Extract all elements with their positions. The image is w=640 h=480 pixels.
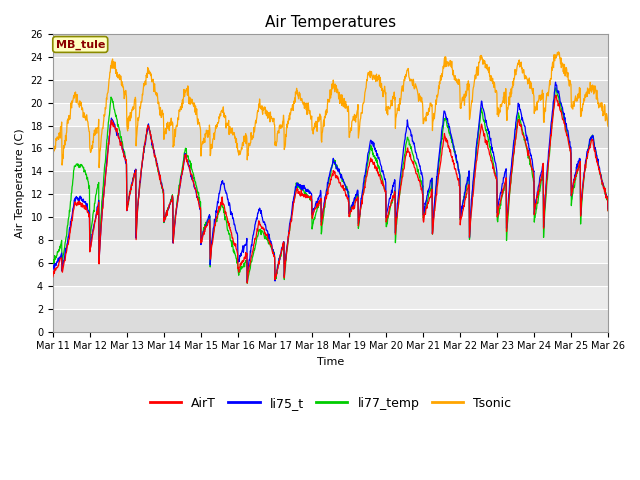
Bar <box>52 57 608 80</box>
Bar <box>52 126 608 148</box>
Bar <box>52 286 608 309</box>
Bar <box>52 240 608 263</box>
Bar <box>52 194 608 217</box>
Bar <box>52 309 608 332</box>
X-axis label: Time: Time <box>317 357 344 367</box>
Title: Air Temperatures: Air Temperatures <box>265 15 396 30</box>
Bar <box>52 80 608 103</box>
Bar <box>52 217 608 240</box>
Bar <box>52 103 608 126</box>
Bar <box>52 34 608 57</box>
Text: MB_tule: MB_tule <box>56 39 105 49</box>
Bar <box>52 263 608 286</box>
Bar <box>52 148 608 171</box>
Y-axis label: Air Temperature (C): Air Temperature (C) <box>15 128 25 238</box>
Legend: AirT, li75_t, li77_temp, Tsonic: AirT, li75_t, li77_temp, Tsonic <box>145 392 516 415</box>
Bar <box>52 171 608 194</box>
